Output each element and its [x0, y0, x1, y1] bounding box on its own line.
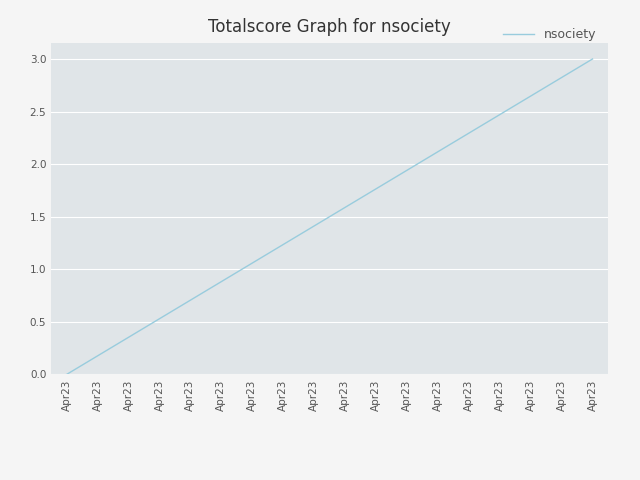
- nsociety: [527, 93, 534, 99]
- nsociety: [341, 204, 349, 210]
- nsociety: [279, 241, 287, 247]
- Line: nsociety: nsociety: [67, 59, 593, 374]
- Legend: nsociety: nsociety: [498, 23, 602, 46]
- nsociety: [403, 168, 411, 173]
- nsociety: [125, 335, 132, 340]
- nsociety: [465, 130, 472, 136]
- nsociety: [63, 372, 70, 377]
- nsociety: [156, 316, 163, 322]
- nsociety: [434, 149, 442, 155]
- nsociety: [496, 112, 504, 118]
- nsociety: [187, 297, 195, 303]
- Title: Totalscore Graph for nsociety: Totalscore Graph for nsociety: [208, 18, 451, 36]
- nsociety: [310, 223, 318, 229]
- nsociety: [372, 186, 380, 192]
- nsociety: [248, 260, 256, 266]
- nsociety: [589, 56, 596, 62]
- nsociety: [93, 353, 101, 359]
- nsociety: [557, 75, 566, 81]
- nsociety: [218, 279, 225, 285]
